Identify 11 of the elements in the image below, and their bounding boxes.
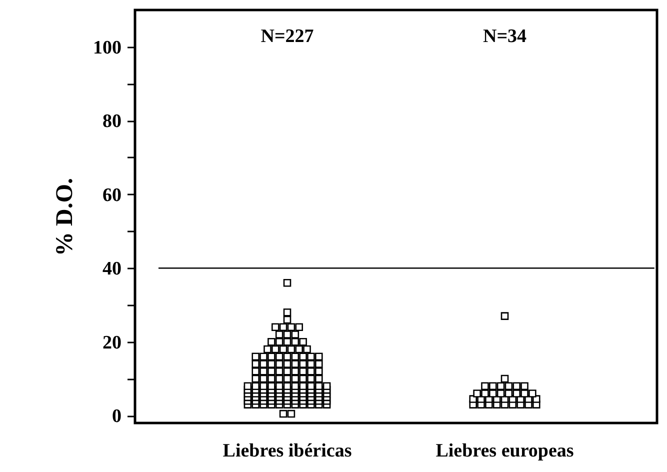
y-tick-label: 100 [93, 37, 122, 58]
y-axis-title: % D.O. [52, 178, 78, 256]
y-tick-label: 20 [102, 332, 122, 354]
x-tick-label: Liebres europeas [436, 440, 574, 462]
annotation: N=34 [482, 26, 528, 47]
y-tick-label: 80 [102, 111, 122, 132]
y-tick-label: 40 [102, 258, 122, 280]
annotation: N=227 [260, 26, 314, 47]
x-tick-label: Liebres ibéricas [222, 440, 352, 462]
y-tick-label: 60 [102, 184, 122, 206]
y-tick-label: 0 [112, 406, 122, 428]
